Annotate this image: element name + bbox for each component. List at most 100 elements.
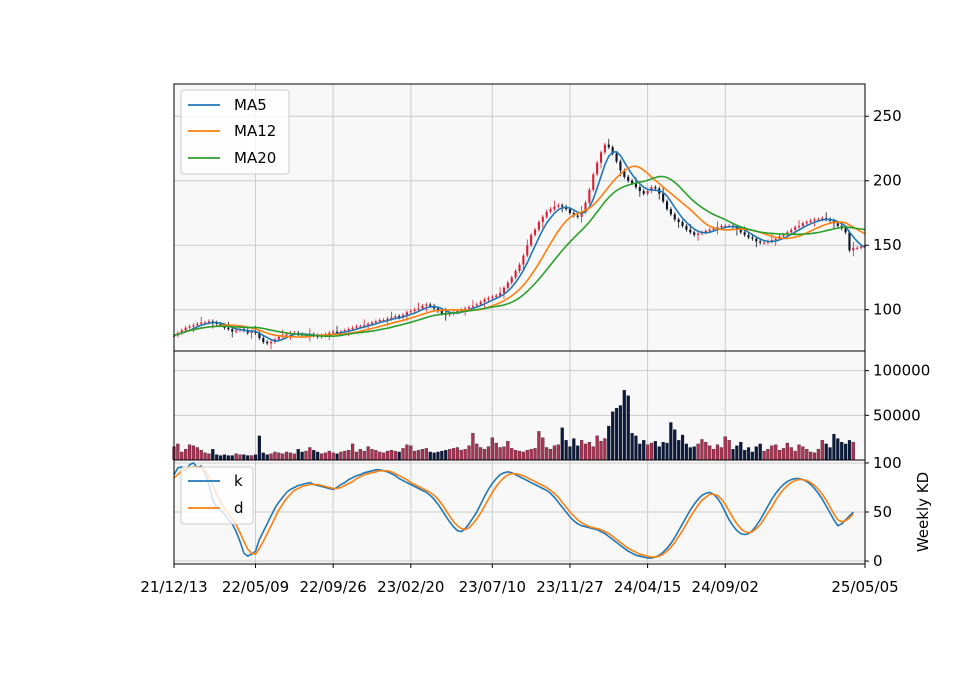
grid-lines [173,84,866,564]
volume-bar [665,442,669,461]
candle-body [592,174,595,190]
candle-body [367,323,370,326]
volume-bar [809,451,813,461]
candle-body [743,232,746,235]
volume-bar [401,448,405,461]
candle-body [355,326,358,328]
volume-bar [195,447,199,461]
volume-bar [611,411,615,461]
candle-body [499,292,502,296]
candle-body [755,238,758,242]
legend-ma5-label: MA5 [234,96,267,114]
candle-body [588,189,591,203]
candle-body [530,234,533,246]
candle-body [351,327,354,330]
x-tick-label: 23/11/27 [536,578,603,596]
volume-bar [218,455,223,461]
volume-bar [343,450,347,461]
volume-bar [832,433,836,461]
volume-bar [296,449,300,461]
volume-bar [498,447,502,461]
volume-bar [436,451,440,461]
candle-body [848,232,851,251]
volume-bar [176,443,180,461]
volume-bar [277,452,281,461]
kd-y-tick-label: 0 [873,552,883,570]
candle-body [491,296,494,299]
candle-body [522,255,525,265]
volume-bar [688,447,692,461]
volume-bar [560,427,564,461]
candle-body [603,144,606,153]
volume-bar [731,449,735,461]
candle-body [227,327,230,330]
candle-body [495,295,498,297]
candle-body [646,191,649,194]
candle-body [471,305,474,308]
candle-body [269,341,273,344]
volume-bar [304,450,308,461]
candle-body [836,223,839,226]
candle-body [568,209,572,213]
volume-bar [840,441,844,461]
volume-bar [824,443,828,461]
volume-bar [335,453,339,461]
candle-body [254,331,257,333]
volume-bar [774,444,778,461]
candle-body [553,206,556,210]
candle-body [192,325,195,327]
candle-body [231,329,234,332]
x-tick-label: 22/09/26 [299,578,366,596]
volume-bar [789,447,793,461]
volume-bar [358,449,362,461]
volume-bar [444,450,448,461]
volume-bar [203,452,207,461]
candle-body [328,332,331,335]
volume-bar [607,425,611,461]
candle-body [266,341,269,344]
price-y-tick-label: 200 [873,172,902,190]
volume-bar [603,438,607,461]
volume-bar [281,453,285,461]
candle-body [576,215,579,217]
candle-body [390,317,393,319]
candle-body [693,232,696,235]
candle-body [359,326,362,328]
volume-bar [370,449,374,461]
volume-bar [622,390,626,461]
volume-bar [253,454,258,461]
volume-bar [828,447,832,461]
volume-bar [467,445,471,461]
candle-body [464,308,467,310]
candle-body [821,218,824,220]
volume-y-tick-label: 100000 [873,362,930,380]
volume-bar [700,439,704,461]
candle-body [378,320,381,322]
candle-body [735,227,738,230]
volume-bar [502,446,506,461]
volume-bars [172,390,855,461]
volume-bar [494,442,498,461]
volume-bar [583,443,588,461]
volume-bar [362,450,366,461]
candle-body [429,304,432,306]
x-tick-label: 21/12/13 [140,578,207,596]
volume-bar [646,444,650,461]
candle-body [421,305,424,309]
candle-body [518,264,521,272]
candle-body [343,330,346,332]
volume-bar [816,449,821,461]
legend-ma20-label: MA20 [234,149,276,167]
volume-bar [215,454,219,461]
volume-bar [416,450,421,461]
volume-bar [463,449,467,461]
volume-bar [556,444,560,461]
volume-bar [649,442,654,461]
candle-body [809,220,812,223]
volume-bar [758,443,762,461]
kd-line-d [173,466,854,558]
volume-bar [455,447,459,461]
candle-body [545,211,548,217]
candle-body [533,229,537,235]
volume-bar [657,446,661,461]
